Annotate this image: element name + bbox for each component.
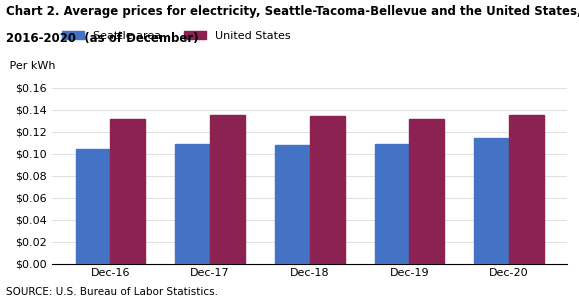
Bar [275, 145, 310, 264]
Bar [175, 144, 210, 264]
Bar [310, 116, 345, 264]
Text: Per kWh: Per kWh [6, 61, 55, 71]
Bar [375, 144, 409, 264]
Bar [509, 115, 544, 264]
Legend: Seattle area, United States: Seattle area, United States [58, 27, 295, 45]
Bar [210, 115, 245, 264]
Text: Chart 2. Average prices for electricity, Seattle-Tacoma-Bellevue and the United : Chart 2. Average prices for electricity,… [6, 5, 579, 18]
Bar [474, 138, 509, 264]
Text: 2016-2020  (as of December): 2016-2020 (as of December) [6, 32, 199, 45]
Bar [111, 119, 145, 264]
Bar [409, 119, 444, 264]
Text: SOURCE: U.S. Bureau of Labor Statistics.: SOURCE: U.S. Bureau of Labor Statistics. [6, 287, 218, 297]
Bar [75, 149, 111, 264]
